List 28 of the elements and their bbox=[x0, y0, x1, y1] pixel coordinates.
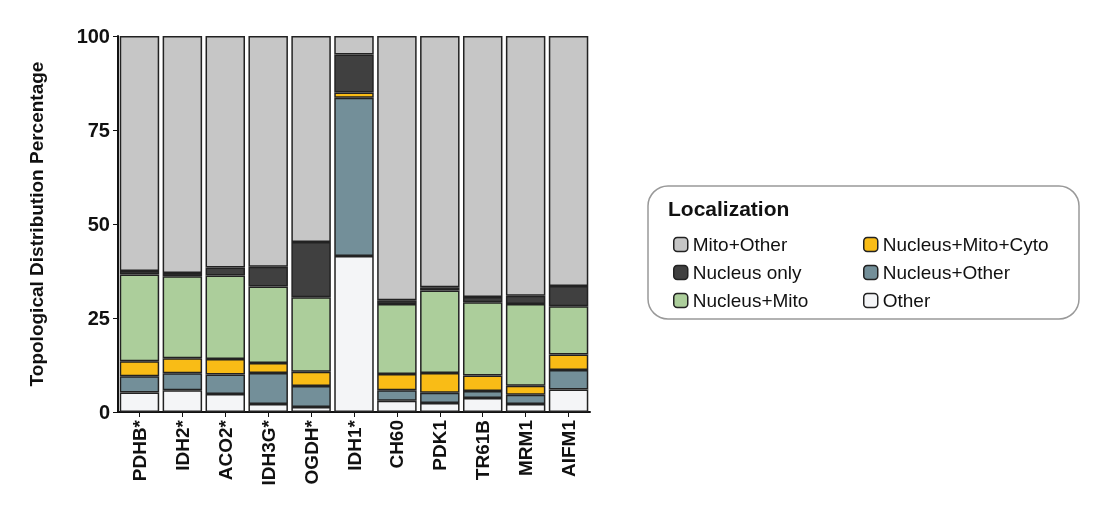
y-tick-label: 75 bbox=[87, 119, 110, 141]
bar bbox=[162, 36, 203, 273]
legend-title: Localization bbox=[668, 197, 790, 220]
legend-label: Nucleus only bbox=[692, 262, 803, 283]
bar bbox=[119, 36, 160, 271]
y-tick-label: 25 bbox=[87, 307, 110, 329]
x-tick-label: IDH1* bbox=[343, 419, 365, 471]
x-tick-label: AIFM1 bbox=[558, 419, 580, 477]
x-tick-label: PDK1 bbox=[429, 419, 451, 471]
x-tick-label: CH60 bbox=[386, 420, 408, 469]
bar bbox=[377, 36, 417, 301]
x-tick-label: MRM1 bbox=[515, 419, 537, 476]
legend-label: Mito+Other bbox=[692, 234, 788, 255]
legend-label: Other bbox=[882, 290, 931, 311]
x-tick-label: ACO2* bbox=[214, 419, 236, 481]
legend-label: Nucleus+Mito+Cyto bbox=[882, 234, 1049, 255]
legend-label: Nucleus+Other bbox=[882, 262, 1011, 283]
x-tick-label: PDHB* bbox=[128, 419, 150, 482]
bar bbox=[420, 36, 460, 288]
x-tick-label: IDH3G* bbox=[257, 419, 279, 486]
y-tick-label: 100 bbox=[76, 25, 110, 47]
x-tick-label: TR61B bbox=[472, 420, 494, 481]
legend-label: Nucleus+Mito bbox=[692, 290, 809, 311]
y-tick-label: 50 bbox=[87, 213, 110, 235]
y-tick-label: 0 bbox=[98, 401, 110, 423]
y-axis-title: Topological Distribution Percentage bbox=[26, 61, 47, 387]
x-tick-label: IDH2* bbox=[171, 419, 193, 471]
x-tick-label: OGDH* bbox=[300, 419, 322, 485]
